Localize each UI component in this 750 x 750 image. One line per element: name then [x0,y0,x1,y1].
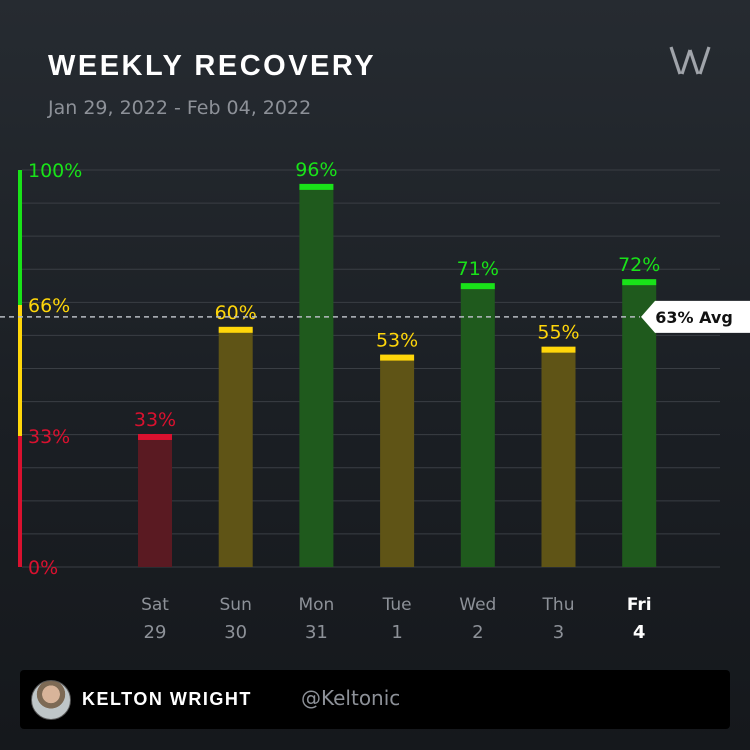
bar [380,356,415,567]
bar [622,281,657,567]
x-tick-day: Thu [542,595,575,615]
x-tick-date: 29 [144,622,167,643]
bar-cap [541,346,576,353]
bar-cap [460,283,495,290]
axis-zone [18,170,22,305]
average-label: 63% Avg [655,308,733,327]
bar-value-label: 72% [618,254,660,276]
x-tick-day: Wed [459,595,496,615]
bar-value-label: 33% [134,409,176,431]
bar [299,185,334,567]
bar-value-label: 60% [215,302,257,324]
whoop-logo-icon [669,46,711,75]
x-tick-day: Tue [382,595,412,615]
x-tick-day: Sat [141,595,169,615]
x-tick-date: 30 [224,622,247,643]
x-tick-day: Fri [627,595,652,615]
bar-cap [299,183,334,190]
bar [138,435,172,567]
y-tick-label: 0% [28,557,58,579]
axis-zone [18,435,22,567]
user-avatar[interactable] [31,680,71,720]
bar-cap [138,433,172,440]
y-tick-label: 100% [28,160,82,182]
x-tick-day: Sun [220,595,252,615]
recovery-bar-chart: 100%66%33%0%33%Sat2960%Sun3096%Mon3153%T… [0,158,750,643]
x-tick-date: 2 [472,622,483,643]
bar [541,348,576,567]
y-tick-label: 66% [28,295,70,317]
average-badge [641,300,750,333]
bar-cap [218,326,253,333]
axis-zone [18,304,22,436]
bar-cap [622,279,657,286]
bar-value-label: 71% [457,258,499,280]
x-tick-date: 4 [633,622,646,643]
chart-title: WEEKLY RECOVERY [48,50,377,82]
date-range: Jan 29, 2022 - Feb 04, 2022 [48,97,312,119]
bar-cap [380,354,415,361]
bar-value-label: 53% [376,330,418,352]
profile-footer: KELTON WRIGHT @Keltonic [20,670,730,729]
user-handle[interactable]: @Keltonic [301,686,401,710]
x-tick-date: 31 [305,622,328,643]
bar-value-label: 55% [537,322,579,344]
bar [460,285,495,567]
x-tick-date: 1 [391,622,402,643]
bar-value-label: 96% [295,159,337,181]
x-tick-date: 3 [553,622,564,643]
x-tick-day: Mon [298,595,334,615]
y-tick-label: 33% [28,426,70,448]
user-name: KELTON WRIGHT [82,689,252,709]
bar [218,328,253,567]
